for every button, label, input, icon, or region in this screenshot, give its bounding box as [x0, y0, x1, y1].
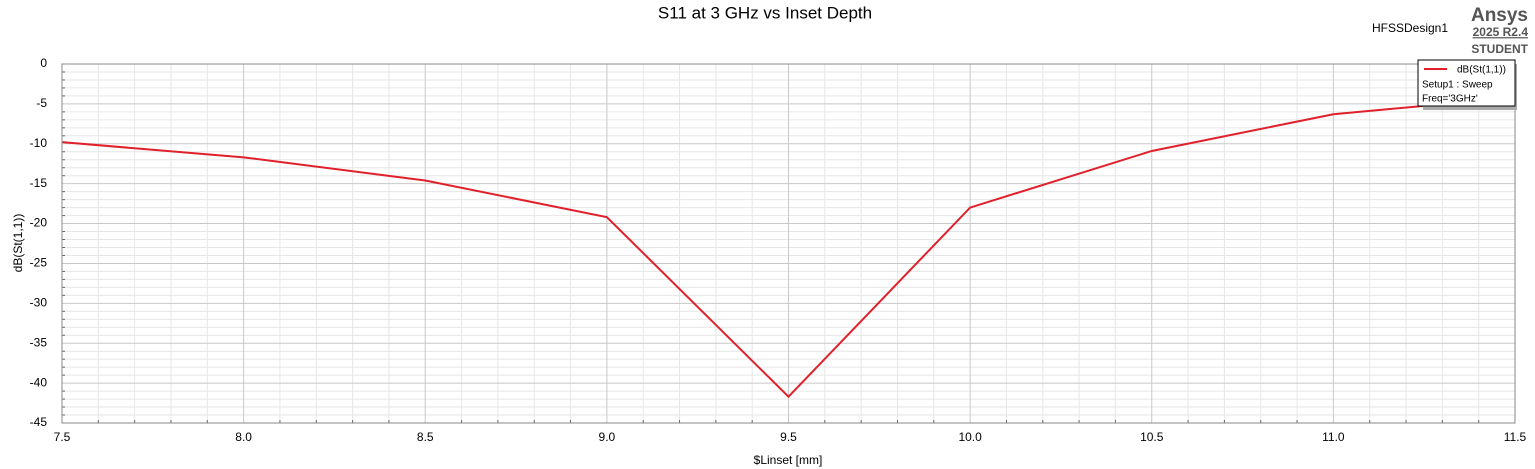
y-tick-label: -30 [30, 296, 48, 310]
y-tick-label: -20 [30, 216, 48, 230]
brand-name: Ansys [1471, 5, 1528, 26]
x-tick-label: 9.5 [780, 430, 797, 444]
legend-box [1417, 59, 1516, 107]
y-tick-label: -45 [30, 415, 48, 429]
legend-note: Setup1 : Sweep [1422, 80, 1493, 91]
x-tick-label: 8.5 [417, 430, 434, 444]
x-tick-label: 7.5 [54, 430, 71, 444]
x-tick-label: 9.0 [599, 430, 616, 444]
y-tick-label: -5 [36, 96, 47, 110]
y-tick-label: 0 [40, 56, 47, 70]
x-tick-label: 10.5 [1140, 430, 1164, 444]
x-tick-label: 11.5 [1504, 430, 1527, 444]
series-line [61, 96, 1516, 399]
y-tick-label: -40 [30, 375, 48, 389]
legend-note: Freq='3GHz' [1422, 94, 1478, 105]
y-tick-label: -25 [30, 256, 48, 270]
x-tick-label: 8.0 [235, 430, 252, 444]
y-tick-label: -10 [30, 136, 48, 150]
x-axis-label: $Linset [mm] [754, 453, 823, 467]
plot [61, 96, 1516, 399]
brand-edition: STUDENT [1471, 42, 1528, 56]
grid: 0 -5 -10 -15 -20 -25 -30 -35 -40 -45 7.5 8.0 8.5 9.0 9… [30, 56, 1527, 444]
chart-title: S11 at 3 GHz vs Inset Depth [658, 3, 872, 22]
y-axis-label: dB(St(1,1)) [11, 214, 25, 273]
brand-version: 2025 R2.4 [1473, 25, 1529, 39]
plot-frame [61, 63, 1516, 424]
x-tick-label: 10.0 [958, 430, 982, 444]
legend: dB(St(1,1)) Setup1 : Sweep Freq='3GHz' [1417, 59, 1517, 110]
design-name: HFSSDesign1 [1372, 21, 1448, 35]
y-tick-label: -15 [30, 176, 48, 190]
legend-label: dB(St(1,1)) [1457, 65, 1506, 76]
y-tick-label: -35 [30, 335, 48, 349]
x-tick-label: 11.0 [1322, 430, 1345, 444]
